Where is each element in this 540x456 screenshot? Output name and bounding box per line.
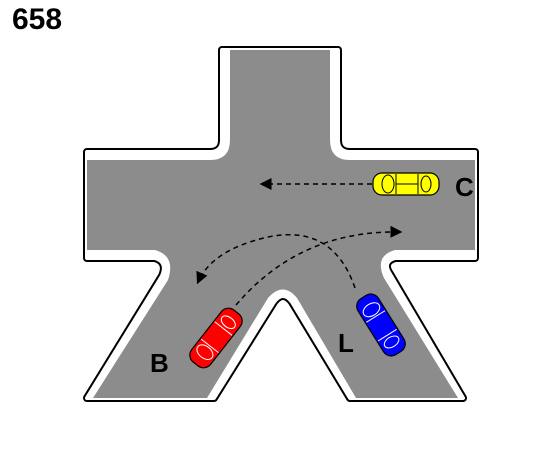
question-number: 658 — [12, 3, 63, 36]
label-car-c: C — [455, 172, 474, 202]
path-car-l — [196, 234, 356, 289]
car-c — [372, 172, 440, 196]
label-car-b: B — [150, 348, 169, 378]
label-car-l: L — [338, 328, 354, 358]
car-b — [189, 307, 243, 369]
car-l — [356, 293, 406, 357]
road-surface — [87, 50, 475, 398]
path-car-b — [235, 225, 403, 306]
